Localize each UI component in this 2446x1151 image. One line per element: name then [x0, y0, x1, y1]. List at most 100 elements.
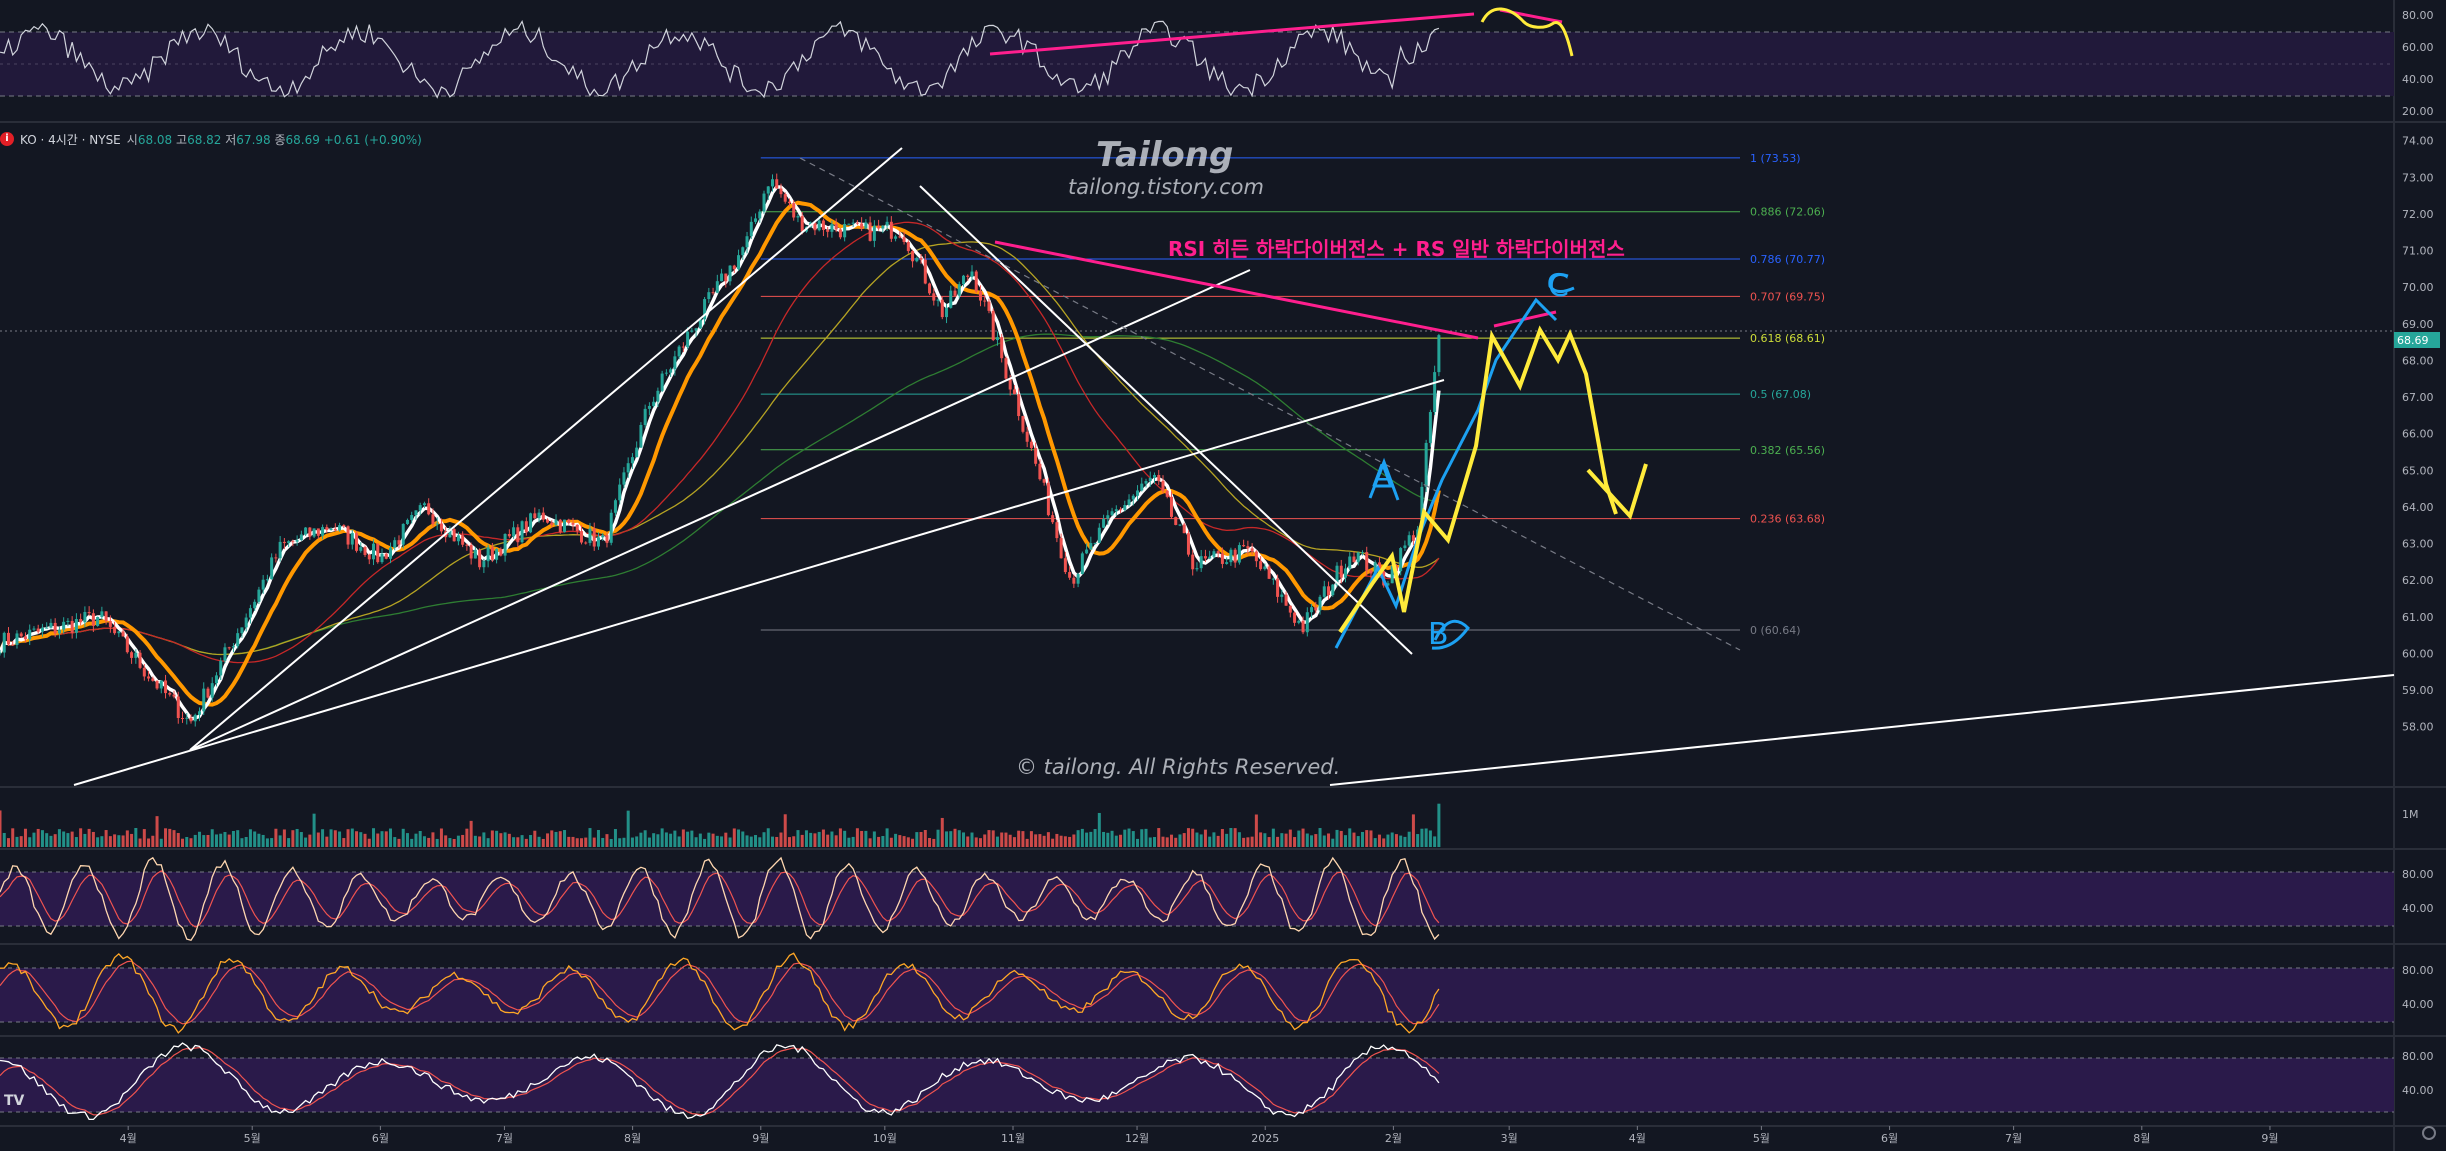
candle-body — [1365, 552, 1369, 571]
volume-bar — [359, 832, 363, 847]
volume-bar — [1271, 828, 1275, 847]
volume-bar — [308, 834, 312, 847]
candle-body — [1225, 562, 1229, 564]
candle-body — [779, 188, 783, 195]
candle-body — [575, 524, 579, 532]
candle-body — [1182, 524, 1186, 534]
volume-bar — [1322, 835, 1326, 847]
volume-bar — [444, 835, 448, 847]
rsi-panel[interactable]: 80.00 60.00 40.00 20.00 — [0, 7, 2434, 118]
trendline-long-support[interactable] — [73, 379, 1445, 786]
volume-bar — [1365, 830, 1369, 847]
symbol-legend[interactable]: i KO · 4시간 · NYSE 시68.08 고68.82 저67.98 종… — [0, 130, 422, 148]
volume-bar — [176, 833, 180, 847]
candle-body — [312, 528, 316, 537]
trendline-steep-support[interactable] — [189, 147, 903, 751]
candle-body — [669, 369, 673, 373]
candle-body — [758, 211, 762, 219]
close-value: 68.69 — [285, 132, 320, 147]
osc3-main-line — [0, 1042, 1440, 1121]
volume-bar — [563, 830, 567, 847]
candle-body — [605, 535, 609, 543]
candle-body — [79, 619, 83, 623]
oscillator-panel-1[interactable]: 80.00 40.00 — [0, 856, 2434, 941]
volume-bar — [1403, 836, 1407, 847]
volume-bar — [949, 831, 953, 847]
volume-bar — [622, 837, 626, 847]
volume-bar — [1390, 832, 1394, 847]
candle-body — [775, 179, 779, 189]
osc1-tick-40: 40.00 — [2402, 902, 2434, 915]
volume-bar — [898, 835, 902, 847]
candle-body — [490, 547, 494, 560]
high-value: 68.82 — [187, 132, 222, 147]
symbol-title[interactable]: KO · 4시간 · NYSE — [20, 132, 121, 147]
volume-bar — [754, 835, 758, 847]
candle-body — [1377, 562, 1381, 572]
candle-body — [520, 521, 524, 543]
volume-bar — [1216, 835, 1220, 847]
low-value: 67.98 — [236, 132, 271, 147]
candle-body — [991, 310, 995, 341]
fib-label: 0.236 (63.68) — [1750, 513, 1825, 526]
price-panel[interactable]: 58.00 59.00 60.00 61.00 62.00 63.00 64.00 65.00… — [0, 135, 2440, 786]
candle-body — [1339, 565, 1343, 578]
trendline-mid-support[interactable] — [189, 269, 1251, 751]
fib-label: 0.382 (65.56) — [1750, 444, 1825, 457]
candle-body — [503, 534, 507, 556]
candle-body — [74, 619, 78, 633]
volume-bar — [1344, 835, 1348, 847]
candle-body — [936, 299, 940, 301]
oscillator-panel-3[interactable]: 80.00 40.00 — [0, 1042, 2434, 1121]
candle-body — [1191, 554, 1195, 570]
candle-body — [1212, 551, 1216, 557]
candle-body — [469, 545, 473, 559]
change-value: +0.61 (+0.90%) — [323, 132, 422, 147]
candle-body — [855, 222, 859, 224]
time-axis[interactable]: 4월 5월 6월 7월 8월 9월 10월 11월 12월 2025 2월 3월 4월 5월 6월 7월 8월 9… — [120, 1126, 2279, 1145]
volume-bar — [1335, 829, 1339, 847]
tradingview-logo-icon[interactable]: TV — [4, 1093, 25, 1109]
volume-bar — [1318, 828, 1322, 847]
fib-label: 0.707 (69.75) — [1750, 290, 1825, 303]
volume-bar — [1288, 829, 1292, 847]
volume-bar — [855, 828, 859, 847]
candle-body — [465, 544, 469, 546]
candle-body — [418, 505, 422, 511]
trendlines[interactable] — [73, 147, 2395, 786]
candle-body — [108, 621, 112, 627]
candle-body — [1242, 545, 1246, 547]
candle-body — [838, 229, 842, 238]
volume-bar — [19, 836, 23, 847]
volume-bar — [1250, 836, 1254, 847]
candle-body — [372, 543, 376, 560]
candle-body — [524, 521, 528, 533]
rsi-tick-60: 60.00 — [2402, 41, 2434, 54]
volume-bar — [168, 828, 172, 847]
trendline-downtrend[interactable] — [919, 185, 1413, 655]
watermark-title: Tailong — [1096, 135, 1233, 175]
trendline-long-term[interactable] — [1329, 674, 2395, 786]
fibonacci-retracement[interactable]: 1 (73.53) 0.886 (72.06) 0.786 (70.77) 0.707… — [760, 152, 1825, 637]
volume-bar — [45, 833, 49, 847]
volume-bar — [1131, 831, 1135, 847]
candle-body — [461, 535, 465, 545]
candle-body — [571, 523, 575, 525]
candle-body — [690, 330, 694, 332]
volume-bar — [74, 837, 78, 847]
osc3-tick-40: 40.00 — [2402, 1084, 2434, 1097]
volume-bar — [79, 828, 83, 847]
osc1-main-line — [0, 856, 1440, 941]
trendline-dashed[interactable] — [799, 157, 1741, 651]
arrow-head — [1586, 463, 1648, 520]
gear-icon[interactable] — [2422, 1126, 2436, 1140]
candle-body — [87, 612, 91, 614]
volume-bar — [138, 838, 142, 847]
volume-bar — [516, 837, 520, 847]
candle-body — [384, 553, 388, 559]
volume-bar — [401, 828, 405, 847]
oscillator-panel-2[interactable]: 80.00 40.00 — [0, 952, 2434, 1034]
volume-bar — [431, 832, 435, 847]
volume-panel[interactable]: 1M — [0, 803, 2419, 847]
